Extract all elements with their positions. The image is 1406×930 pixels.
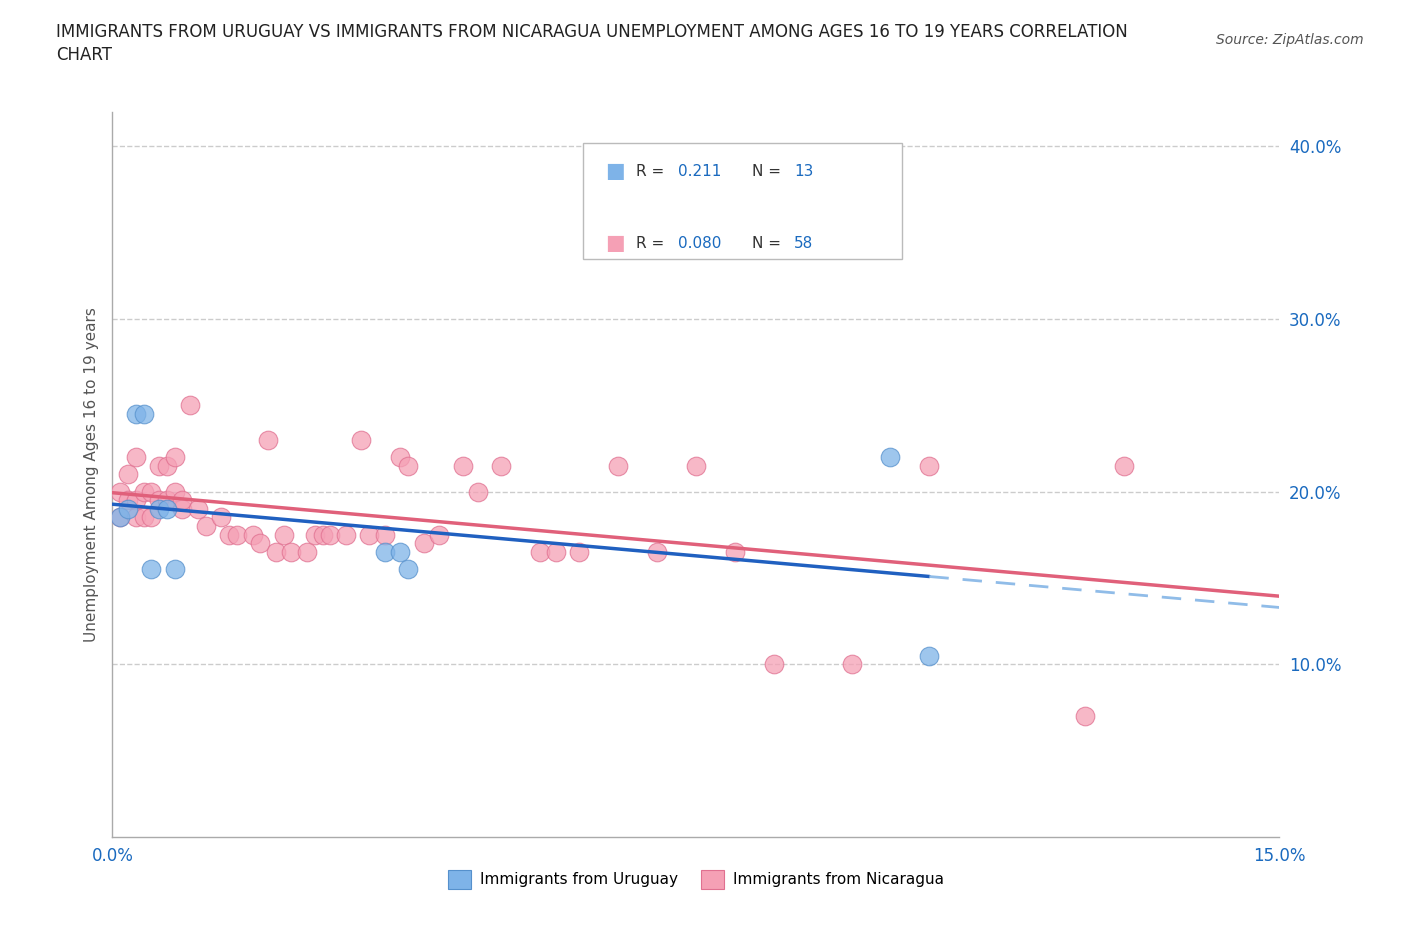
Point — [389, 449, 412, 464]
Point — [163, 449, 186, 464]
Point — [125, 510, 148, 525]
Point — [544, 545, 567, 560]
Point — [172, 493, 194, 508]
Text: 13: 13 — [794, 164, 814, 179]
Point — [645, 545, 668, 560]
Point — [1074, 709, 1097, 724]
Point — [311, 527, 333, 542]
Text: ■: ■ — [605, 161, 624, 181]
Text: Source: ZipAtlas.com: Source: ZipAtlas.com — [1216, 33, 1364, 46]
Point — [491, 458, 513, 473]
Point — [156, 501, 179, 516]
Point — [529, 545, 551, 560]
Point — [724, 545, 747, 560]
Point — [1112, 458, 1135, 473]
Point — [374, 545, 396, 560]
Point — [295, 545, 318, 560]
Point — [467, 485, 489, 499]
Text: 0.211: 0.211 — [678, 164, 721, 179]
Point — [568, 545, 591, 560]
Point — [226, 527, 249, 542]
Point — [117, 501, 139, 516]
Point — [335, 527, 357, 542]
Point — [132, 510, 155, 525]
Point — [148, 493, 170, 508]
Point — [762, 657, 785, 671]
Point — [125, 493, 148, 508]
Text: CHART: CHART — [56, 46, 112, 64]
Point — [148, 458, 170, 473]
Point — [141, 510, 163, 525]
Point — [264, 545, 287, 560]
Point — [117, 493, 139, 508]
Y-axis label: Unemployment Among Ages 16 to 19 years: Unemployment Among Ages 16 to 19 years — [83, 307, 98, 642]
Point — [280, 545, 302, 560]
Point — [319, 527, 342, 542]
Text: 58: 58 — [794, 235, 814, 250]
Point — [451, 458, 474, 473]
Point — [389, 545, 412, 560]
Point — [350, 432, 373, 447]
Text: N =: N = — [752, 164, 786, 179]
Point — [374, 527, 396, 542]
Point — [125, 406, 148, 421]
Point — [163, 562, 186, 577]
Point — [187, 501, 209, 516]
Point — [179, 398, 201, 413]
Text: R =: R = — [636, 235, 669, 250]
Text: ■: ■ — [605, 233, 624, 253]
Point — [110, 510, 132, 525]
Point — [396, 458, 419, 473]
Point — [918, 648, 941, 663]
Point — [685, 458, 707, 473]
Point — [156, 458, 179, 473]
Point — [257, 432, 280, 447]
Point — [879, 449, 901, 464]
Point — [156, 493, 179, 508]
Legend: Immigrants from Uruguay, Immigrants from Nicaragua: Immigrants from Uruguay, Immigrants from… — [441, 864, 950, 895]
Point — [117, 467, 139, 482]
Point — [249, 536, 271, 551]
Point — [125, 449, 148, 464]
Text: R =: R = — [636, 164, 669, 179]
Point — [148, 501, 170, 516]
Point — [412, 536, 434, 551]
Point — [110, 510, 132, 525]
Text: N =: N = — [752, 235, 786, 250]
Text: 0.080: 0.080 — [678, 235, 721, 250]
Point — [273, 527, 295, 542]
Point — [141, 485, 163, 499]
Point — [918, 458, 941, 473]
Point — [132, 406, 155, 421]
Point — [396, 562, 419, 577]
Point — [218, 527, 240, 542]
Point — [132, 485, 155, 499]
Point — [304, 527, 326, 542]
Point — [141, 562, 163, 577]
Point — [172, 501, 194, 516]
Point — [242, 527, 264, 542]
Point — [110, 485, 132, 499]
Text: IMMIGRANTS FROM URUGUAY VS IMMIGRANTS FROM NICARAGUA UNEMPLOYMENT AMONG AGES 16 : IMMIGRANTS FROM URUGUAY VS IMMIGRANTS FR… — [56, 23, 1128, 41]
Point — [427, 527, 450, 542]
Point — [841, 657, 863, 671]
Point — [163, 485, 186, 499]
Point — [359, 527, 381, 542]
Point — [209, 510, 232, 525]
Point — [194, 519, 217, 534]
Point — [607, 458, 630, 473]
